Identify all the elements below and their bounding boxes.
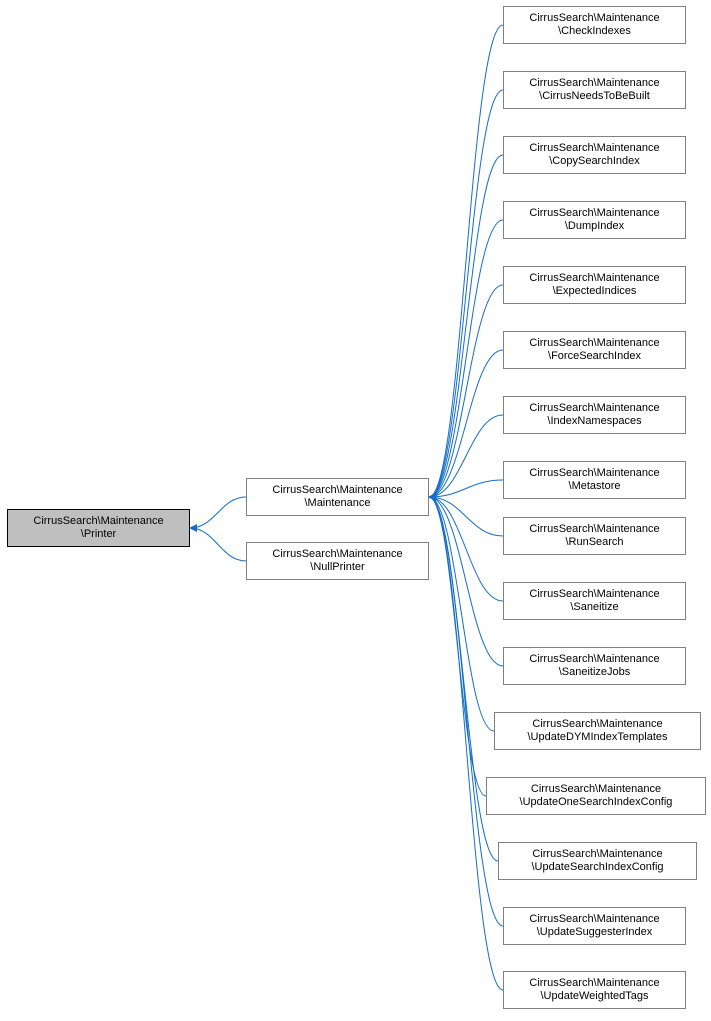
node-label-line2: \RunSearch — [508, 536, 681, 549]
edge-forcesearch-to-maintenance — [429, 350, 503, 497]
node-forcesearch[interactable]: CirrusSearch\Maintenance\ForceSearchInde… — [503, 331, 686, 369]
node-saneitizejobs[interactable]: CirrusSearch\Maintenance\SaneitizeJobs — [503, 647, 686, 685]
node-saneitize[interactable]: CirrusSearch\Maintenance\Saneitize — [503, 582, 686, 620]
edge-dumpindex-to-maintenance — [429, 220, 503, 497]
node-label-line2: \Saneitize — [508, 601, 681, 614]
node-label-line1: CirrusSearch\Maintenance — [251, 548, 424, 561]
node-label-line1: CirrusSearch\Maintenance — [508, 12, 681, 25]
edge-updatedym-to-maintenance — [429, 497, 494, 731]
node-runsearch[interactable]: CirrusSearch\Maintenance\RunSearch — [503, 517, 686, 555]
edge-indexnamespaces-to-maintenance — [429, 415, 503, 497]
node-label-line2: \IndexNamespaces — [508, 415, 681, 428]
edge-maintenance-to-printer — [190, 497, 246, 528]
node-label-line1: CirrusSearch\Maintenance — [503, 848, 692, 861]
node-label-line2: \Maintenance — [251, 497, 424, 510]
node-label-line2: \UpdateDYMIndexTemplates — [499, 731, 696, 744]
edge-runsearch-to-maintenance — [429, 497, 503, 536]
edge-updatesuggester-to-maintenance — [429, 497, 503, 926]
node-label-line1: CirrusSearch\Maintenance — [508, 77, 681, 90]
edge-checkindexes-to-maintenance — [429, 25, 503, 497]
node-updateone[interactable]: CirrusSearch\Maintenance\UpdateOneSearch… — [486, 777, 706, 815]
node-label-line1: CirrusSearch\Maintenance — [508, 337, 681, 350]
node-label-line2: \UpdateSearchIndexConfig — [503, 861, 692, 874]
node-label-line1: CirrusSearch\Maintenance — [251, 484, 424, 497]
node-label-line1: CirrusSearch\Maintenance — [491, 783, 701, 796]
node-updateweighted[interactable]: CirrusSearch\Maintenance\UpdateWeightedT… — [503, 971, 686, 1009]
node-label-line1: CirrusSearch\Maintenance — [508, 653, 681, 666]
node-label-line1: CirrusSearch\Maintenance — [508, 588, 681, 601]
node-label-line2: \ForceSearchIndex — [508, 350, 681, 363]
node-label-line1: CirrusSearch\Maintenance — [508, 207, 681, 220]
node-label-line1: CirrusSearch\Maintenance — [12, 515, 185, 528]
node-label-line1: CirrusSearch\Maintenance — [499, 718, 696, 731]
node-indexnamespaces[interactable]: CirrusSearch\Maintenance\IndexNamespaces — [503, 396, 686, 434]
node-label-line1: CirrusSearch\Maintenance — [508, 977, 681, 990]
node-label-line2: \CopySearchIndex — [508, 155, 681, 168]
edge-saneitize-to-maintenance — [429, 497, 503, 601]
node-label-line2: \UpdateOneSearchIndexConfig — [491, 796, 701, 809]
node-label-line1: CirrusSearch\Maintenance — [508, 402, 681, 415]
node-label-line2: \Metastore — [508, 480, 681, 493]
edge-nullprinter-to-printer — [190, 528, 246, 561]
node-dumpindex[interactable]: CirrusSearch\Maintenance\DumpIndex — [503, 201, 686, 239]
node-updatedym[interactable]: CirrusSearch\Maintenance\UpdateDYMIndexT… — [494, 712, 701, 750]
edge-metastore-to-maintenance — [429, 480, 503, 497]
node-checkindexes[interactable]: CirrusSearch\Maintenance\CheckIndexes — [503, 6, 686, 44]
node-cirrusneeds[interactable]: CirrusSearch\Maintenance\CirrusNeedsToBe… — [503, 71, 686, 109]
node-label-line2: \DumpIndex — [508, 220, 681, 233]
edge-updateweighted-to-maintenance — [429, 497, 503, 990]
edge-copysearch-to-maintenance — [429, 155, 503, 497]
node-label-line1: CirrusSearch\Maintenance — [508, 913, 681, 926]
node-label-line1: CirrusSearch\Maintenance — [508, 523, 681, 536]
node-label-line1: CirrusSearch\Maintenance — [508, 272, 681, 285]
node-expectedindices[interactable]: CirrusSearch\Maintenance\ExpectedIndices — [503, 266, 686, 304]
node-copysearch[interactable]: CirrusSearch\Maintenance\CopySearchIndex — [503, 136, 686, 174]
edge-updateone-to-maintenance — [429, 497, 486, 796]
node-updatesearch[interactable]: CirrusSearch\Maintenance\UpdateSearchInd… — [498, 842, 697, 880]
node-label-line2: \UpdateWeightedTags — [508, 990, 681, 1003]
node-label-line2: \Printer — [12, 528, 185, 541]
node-label-line1: CirrusSearch\Maintenance — [508, 467, 681, 480]
node-label-line1: CirrusSearch\Maintenance — [508, 142, 681, 155]
node-nullprinter[interactable]: CirrusSearch\Maintenance\NullPrinter — [246, 542, 429, 580]
node-label-line2: \CirrusNeedsToBeBuilt — [508, 90, 681, 103]
node-metastore[interactable]: CirrusSearch\Maintenance\Metastore — [503, 461, 686, 499]
node-updatesuggester[interactable]: CirrusSearch\Maintenance\UpdateSuggester… — [503, 907, 686, 945]
node-label-line2: \ExpectedIndices — [508, 285, 681, 298]
node-printer[interactable]: CirrusSearch\Maintenance\Printer — [7, 509, 190, 547]
node-label-line2: \UpdateSuggesterIndex — [508, 926, 681, 939]
node-label-line2: \SaneitizeJobs — [508, 666, 681, 679]
edge-expectedindices-to-maintenance — [429, 285, 503, 497]
edge-cirrusneeds-to-maintenance — [429, 90, 503, 497]
node-label-line2: \CheckIndexes — [508, 25, 681, 38]
edge-saneitizejobs-to-maintenance — [429, 497, 503, 666]
node-maintenance[interactable]: CirrusSearch\Maintenance\Maintenance — [246, 478, 429, 516]
node-label-line2: \NullPrinter — [251, 561, 424, 574]
